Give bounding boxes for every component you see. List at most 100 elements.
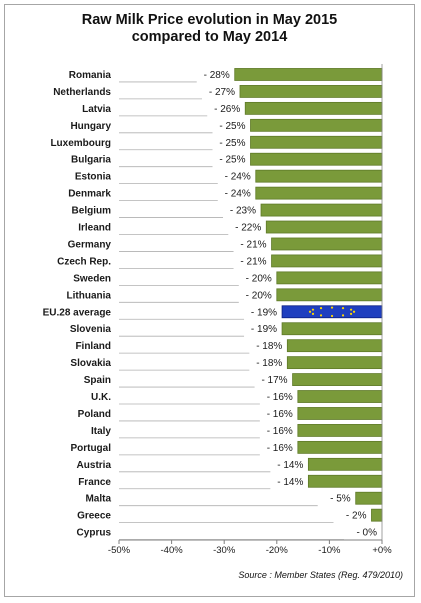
eu-star: [341, 314, 345, 317]
category-label: Latvia: [82, 104, 111, 115]
value-label-bg: [240, 288, 273, 302]
category-label: Finland: [75, 341, 111, 352]
category-label: Slovakia: [70, 358, 111, 369]
value-label: - 25%: [219, 121, 245, 132]
bar: [276, 271, 383, 285]
value-label-bg: [219, 169, 252, 183]
bar: [255, 186, 383, 200]
category-label: Czech Rep.: [57, 256, 111, 267]
x-tick-label: -20%: [266, 545, 289, 556]
category-label: Denmark: [68, 189, 111, 200]
category-label: Cyprus: [77, 528, 112, 539]
x-tick-label: -30%: [213, 545, 236, 556]
category-label: Netherlands: [53, 87, 111, 98]
value-label-bg: [214, 135, 247, 149]
bar: [371, 508, 383, 522]
value-label-bg: [272, 474, 305, 488]
value-label: - 21%: [240, 239, 266, 250]
value-label-bg: [235, 237, 268, 251]
eu-star: [319, 307, 323, 310]
value-label: - 14%: [277, 477, 303, 488]
bar: [286, 356, 383, 370]
eu-star: [330, 314, 334, 318]
value-label: - 26%: [214, 104, 240, 115]
category-label: Germany: [68, 239, 112, 250]
category-label: U.K.: [91, 392, 111, 403]
value-label: - 23%: [230, 206, 256, 217]
value-label-bg: [214, 152, 247, 166]
category-label: Luxembourg: [50, 138, 111, 149]
eu-star: [349, 308, 353, 311]
category-label: EU.28 average: [43, 307, 112, 318]
value-label: - 16%: [267, 409, 293, 420]
chart-title-line2: compared to May 2014: [131, 29, 288, 45]
value-label: - 14%: [277, 460, 303, 471]
bar: [297, 440, 383, 454]
category-label: Slovenia: [70, 324, 112, 335]
value-label: - 25%: [219, 138, 245, 149]
bar: [355, 491, 383, 505]
value-label-bg: [272, 457, 305, 471]
value-label: - 16%: [267, 426, 293, 437]
category-label: Austria: [77, 460, 112, 471]
category-label: Estonia: [75, 172, 112, 183]
bar: [260, 203, 383, 217]
category-label: Lithuania: [67, 290, 112, 301]
x-tick-label: -50%: [108, 545, 131, 556]
bar: [250, 152, 383, 166]
category-label: Sweden: [73, 273, 111, 284]
value-label-bg: [335, 508, 368, 522]
category-label: Belgium: [72, 206, 112, 217]
bar: [292, 373, 383, 386]
value-label: - 19%: [251, 307, 277, 318]
value-label-bg: [246, 322, 279, 336]
category-label: Hungary: [70, 121, 111, 132]
category-label: Portugal: [70, 443, 111, 454]
value-label-bg: [261, 423, 294, 437]
eu-star: [311, 312, 315, 315]
category-label: Irleand: [78, 223, 111, 234]
value-label-bg: [219, 186, 252, 200]
bar: [297, 424, 383, 437]
value-label: - 0%: [356, 528, 377, 539]
value-label-bg: [246, 305, 279, 319]
value-label-bg: [256, 373, 289, 387]
bar: [271, 254, 383, 268]
x-tick-label: +0%: [372, 545, 392, 556]
x-tick-label: -10%: [318, 545, 341, 556]
eu-star: [352, 310, 356, 313]
bar: [250, 135, 383, 149]
category-label: Spain: [84, 375, 111, 386]
category-label: Greece: [77, 511, 111, 522]
bar: [265, 220, 383, 234]
value-label-bg: [251, 356, 284, 370]
value-label-bg: [261, 406, 294, 420]
eu-star: [308, 310, 312, 313]
value-label-bg: [319, 491, 352, 505]
value-label: - 27%: [209, 87, 235, 98]
value-label: - 16%: [267, 392, 293, 403]
value-label: - 17%: [261, 375, 287, 386]
value-label-bg: [235, 254, 268, 268]
category-label: France: [78, 477, 111, 488]
value-label: - 22%: [235, 223, 261, 234]
value-label: - 18%: [256, 358, 282, 369]
category-label: Italy: [91, 426, 111, 437]
bar: [244, 101, 383, 115]
chart-title-line1: Raw Milk Price evolution in May 2015: [81, 12, 338, 28]
bar: [271, 237, 383, 251]
category-label: Poland: [78, 409, 111, 420]
value-label-bg: [225, 203, 258, 217]
value-label: - 28%: [204, 70, 230, 81]
value-label-bg: [251, 339, 284, 353]
value-label-bg: [230, 220, 263, 234]
value-label: - 25%: [219, 155, 245, 166]
x-tick-label: -40%: [161, 545, 184, 556]
chart-title: Raw Milk Price evolution in May 2015 com…: [4, 12, 415, 46]
bar: [281, 322, 383, 336]
value-label-bg: [240, 271, 273, 285]
value-label: - 24%: [225, 189, 251, 200]
value-label: - 5%: [330, 494, 351, 505]
value-label-bg: [214, 118, 247, 132]
